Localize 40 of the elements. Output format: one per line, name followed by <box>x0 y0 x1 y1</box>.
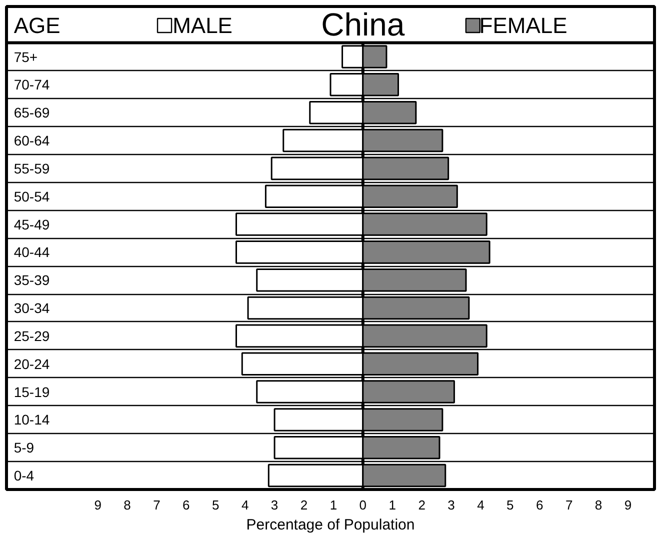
y-tick-label: 0-4 <box>14 468 34 484</box>
x-tick-label: 9 <box>94 498 102 512</box>
y-tick-label: 70-74 <box>14 76 50 93</box>
y-tick-label: 45-49 <box>14 216 50 232</box>
x-tick-label: 7 <box>153 498 160 512</box>
y-tick-label: 20-24 <box>14 356 50 372</box>
x-tick-label: 3 <box>448 498 455 512</box>
x-tick-label: 8 <box>124 498 131 512</box>
y-tick-label: 30-34 <box>14 300 50 316</box>
x-tick-label: 6 <box>536 498 544 512</box>
x-tick-label: 5 <box>212 498 220 512</box>
chart-title: China <box>321 6 405 42</box>
x-tick-label: 5 <box>506 498 514 512</box>
x-tick-label: 2 <box>418 498 426 512</box>
y-tick-label: 65-69 <box>14 104 50 121</box>
y-tick-label: 55-59 <box>14 160 50 176</box>
x-tick-label: 0 <box>359 498 367 512</box>
y-tick-label: 35-39 <box>14 272 50 288</box>
y-axis-title: AGE <box>14 12 60 38</box>
x-tick-label: 7 <box>565 498 573 512</box>
legend-label: FEMALE <box>479 12 568 38</box>
y-tick-label: 75+ <box>14 48 38 65</box>
y-tick-label: 15-19 <box>14 384 50 400</box>
x-tick-label: 4 <box>477 498 484 512</box>
y-tick-label: 10-14 <box>14 412 50 428</box>
x-tick-label: 1 <box>388 498 396 512</box>
x-tick-label: 8 <box>594 498 602 512</box>
y-tick-label: 40-44 <box>14 244 50 260</box>
x-tick-label: 9 <box>624 498 632 512</box>
x-tick-label: 6 <box>182 498 190 512</box>
y-tick-label: 25-29 <box>14 328 50 344</box>
x-axis-title: Percentage of Population <box>246 516 415 534</box>
y-tick-label: 60-64 <box>14 132 50 149</box>
x-tick-label: 3 <box>270 498 278 512</box>
x-tick-label: 2 <box>300 498 308 512</box>
y-tick-label: 50-54 <box>14 188 50 204</box>
x-tick-label: 1 <box>330 498 338 512</box>
legend-label: MALE <box>172 12 232 38</box>
x-tick-label: 4 <box>241 498 249 512</box>
y-tick-label: 5-9 <box>14 440 34 456</box>
